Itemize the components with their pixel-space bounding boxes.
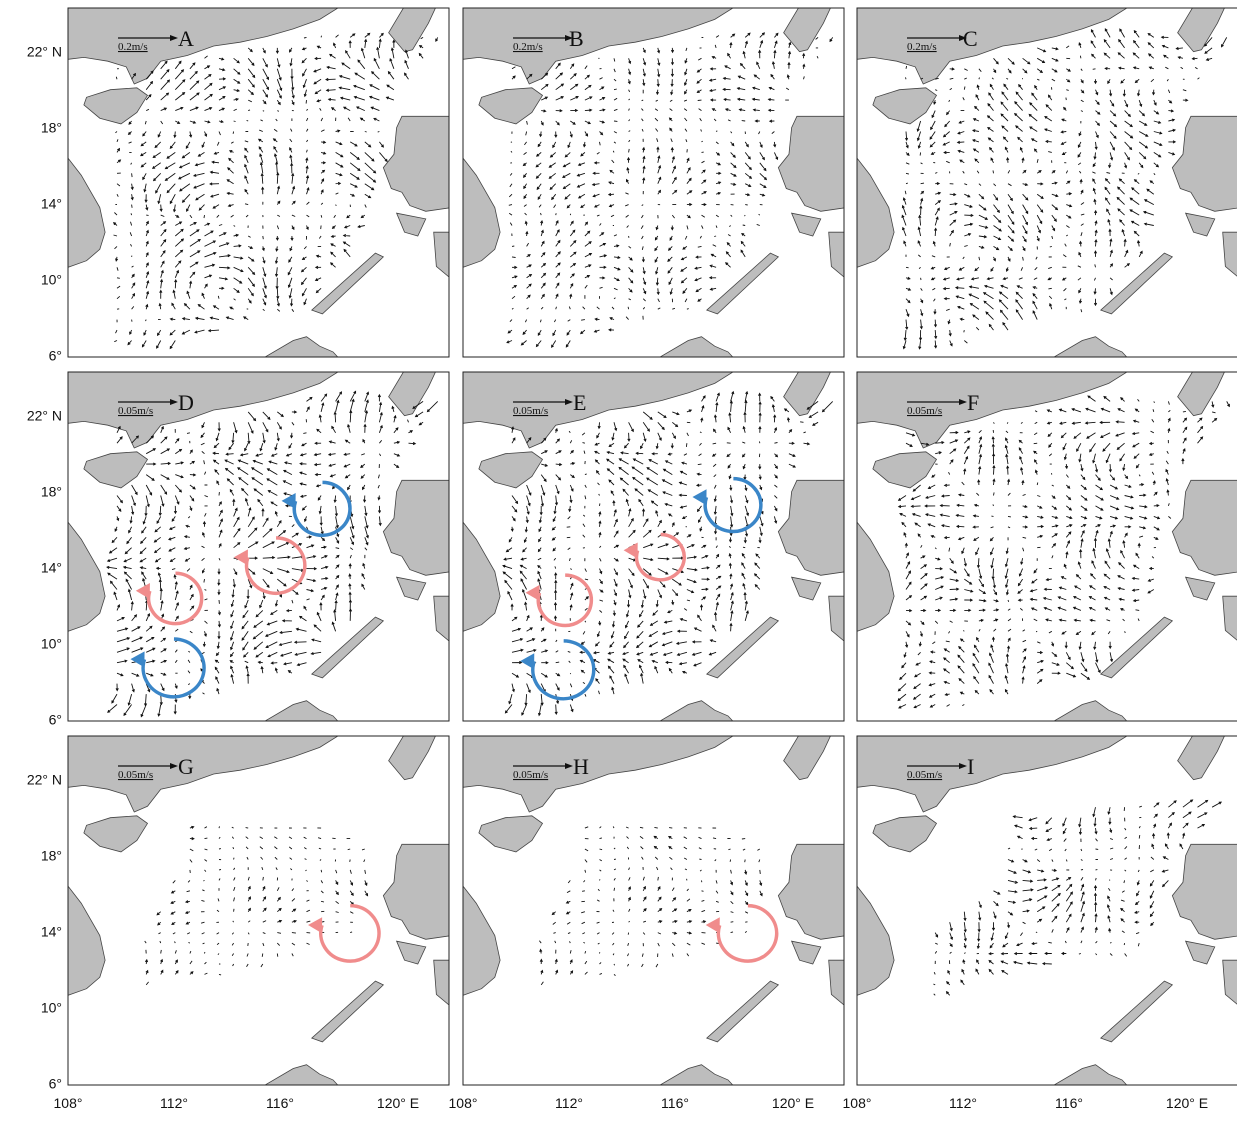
map-panel: 0.2m/s B — [460, 6, 847, 358]
map-panel: 0.05m/s D — [65, 370, 452, 721]
panel-content — [65, 6, 452, 358]
y-tick-label: 18° — [41, 848, 62, 864]
panel-label: G — [178, 754, 194, 779]
scale-label: 0.05m/s — [907, 769, 942, 781]
y-tick-label: 14° — [41, 924, 62, 940]
y-tick-label: 6° — [49, 348, 62, 364]
panel-content — [460, 370, 847, 721]
x-tick-label: 112° — [160, 1095, 188, 1111]
scale-label: 0.2m/s — [907, 41, 937, 53]
y-tick-label: 10° — [41, 272, 62, 288]
panel-content — [460, 6, 847, 358]
panel-label: A — [178, 26, 194, 51]
scale-label: 0.2m/s — [118, 41, 148, 53]
x-tick-label: 112° — [949, 1095, 977, 1111]
y-tick-label: 14° — [41, 560, 62, 576]
map-panel: 0.2m/s A — [65, 6, 452, 358]
y-tick-label: 22° N — [27, 772, 62, 788]
y-tick-label: 10° — [41, 1000, 62, 1016]
figure: 0.2m/s A 22° N 18° 14° 10° 6° 0.2m/s B 0.2m/s C 0.0… — [0, 0, 1237, 1117]
panel-label: C — [963, 26, 978, 51]
x-tick-label: 120° E — [377, 1095, 419, 1111]
panel-content — [854, 734, 1237, 1086]
panel-label: F — [967, 390, 979, 415]
panel-label: I — [967, 754, 974, 779]
scale-label: 0.2m/s — [513, 41, 543, 53]
scale-label: 0.05m/s — [907, 405, 942, 417]
x-tick-label: 120° E — [1166, 1095, 1208, 1111]
x-tick-label: 108° — [449, 1095, 478, 1111]
panel-label: D — [178, 390, 194, 415]
panel-content — [460, 734, 847, 1086]
x-tick-label: 112° — [555, 1095, 583, 1111]
x-tick-label: 108° — [843, 1095, 872, 1111]
scale-label: 0.05m/s — [513, 405, 548, 417]
panel-label: B — [569, 26, 584, 51]
panel-content — [65, 370, 452, 721]
panel-content — [854, 6, 1237, 358]
map-panel: 0.05m/s G — [65, 734, 452, 1086]
x-tick-label: 116° — [1055, 1095, 1083, 1111]
map-panel: 0.05m/s H — [460, 734, 847, 1086]
panel-content — [65, 734, 452, 1086]
y-tick-label: 6° — [49, 1076, 62, 1092]
scale-label: 0.05m/s — [513, 769, 548, 781]
y-tick-label: 18° — [41, 484, 62, 500]
scale-label: 0.05m/s — [118, 405, 153, 417]
y-tick-label: 6° — [49, 712, 62, 728]
scale-label: 0.05m/s — [118, 769, 153, 781]
map-panel: 0.05m/s E — [460, 370, 847, 721]
x-tick-label: 116° — [661, 1095, 689, 1111]
x-tick-label: 108° — [54, 1095, 83, 1111]
x-tick-label: 120° E — [772, 1095, 814, 1111]
y-tick-label: 10° — [41, 636, 62, 652]
x-tick-label: 116° — [266, 1095, 294, 1111]
y-tick-label: 22° N — [27, 44, 62, 60]
y-tick-label: 22° N — [27, 408, 62, 424]
y-tick-label: 18° — [41, 120, 62, 136]
panel-label: H — [573, 754, 589, 779]
panel-label: E — [573, 390, 586, 415]
map-panel: 0.05m/s F — [854, 370, 1237, 721]
y-tick-label: 14° — [41, 196, 62, 212]
map-panel: 0.2m/s C — [854, 6, 1237, 358]
map-panel: 0.05m/s I — [854, 734, 1237, 1086]
panel-content — [854, 370, 1237, 721]
